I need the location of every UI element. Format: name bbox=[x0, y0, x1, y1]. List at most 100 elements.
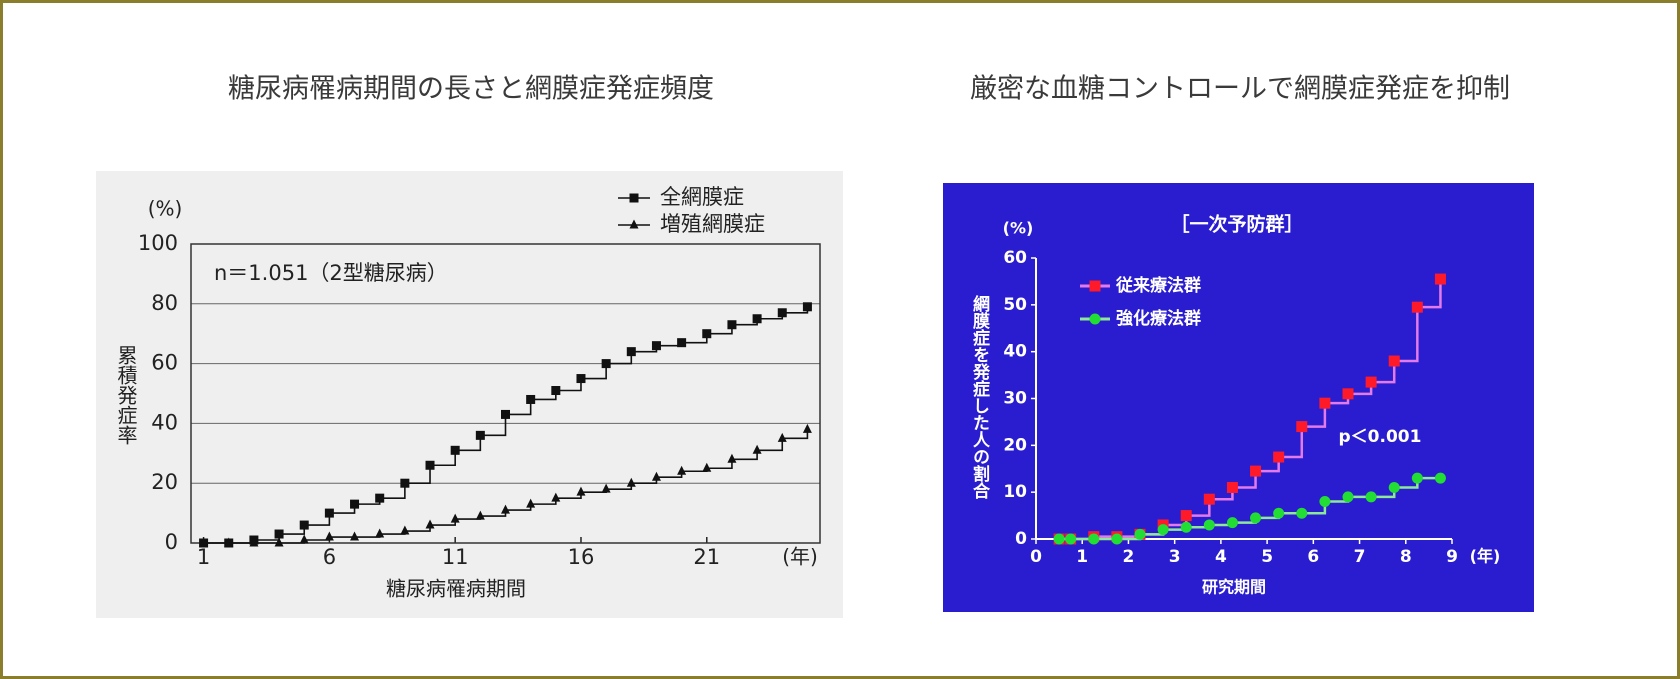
marker bbox=[626, 347, 636, 357]
marker bbox=[400, 525, 410, 535]
marker bbox=[1411, 301, 1423, 313]
step-segment bbox=[455, 435, 482, 452]
y-unit: (%) bbox=[1003, 219, 1034, 238]
step-segment bbox=[757, 438, 784, 452]
legend-label: 従来療法群 bbox=[1115, 275, 1201, 296]
x-tick-label: 16 bbox=[568, 545, 595, 569]
marker bbox=[651, 341, 661, 351]
marker bbox=[1434, 273, 1446, 285]
marker bbox=[551, 492, 561, 502]
x-axis-label: 糖尿病罹病期間 bbox=[386, 577, 526, 601]
marker bbox=[601, 483, 611, 493]
marker bbox=[802, 423, 812, 433]
marker bbox=[475, 510, 485, 520]
marker bbox=[1180, 521, 1192, 533]
marker bbox=[1180, 510, 1192, 522]
marker bbox=[526, 394, 536, 404]
x-tick-label: 2 bbox=[1123, 547, 1135, 567]
marker bbox=[626, 477, 636, 487]
legend-label: 強化療法群 bbox=[1116, 308, 1201, 329]
legend-marker bbox=[1089, 313, 1101, 325]
marker bbox=[1273, 507, 1285, 519]
chart: 厳密な血糖コントロールで網膜症発症を抑制 0 10 20 30 40 50 60 0 1 2 3 4 5 6… bbox=[943, 74, 1534, 612]
x-tick-label: 7 bbox=[1354, 547, 1366, 567]
marker bbox=[1065, 533, 1077, 545]
step-segment bbox=[1301, 403, 1327, 428]
marker bbox=[1296, 421, 1308, 433]
subtitle: ［一次予防群］ bbox=[1170, 213, 1303, 236]
marker bbox=[576, 374, 586, 384]
annotation: n＝1.051（2型糖尿病） bbox=[214, 261, 448, 285]
marker bbox=[1388, 481, 1400, 493]
marker bbox=[1273, 451, 1285, 463]
marker bbox=[501, 504, 510, 514]
marker bbox=[1365, 491, 1377, 503]
marker bbox=[677, 465, 687, 475]
marker bbox=[702, 462, 712, 472]
marker bbox=[1111, 533, 1123, 545]
legend-marker bbox=[629, 193, 639, 203]
x-tick-label: 5 bbox=[1261, 547, 1273, 567]
marker bbox=[1434, 472, 1446, 484]
marker bbox=[249, 537, 259, 547]
marker bbox=[375, 493, 385, 503]
marker bbox=[475, 430, 485, 440]
marker bbox=[576, 486, 586, 496]
y-tick-label: 30 bbox=[1003, 389, 1027, 409]
marker bbox=[727, 453, 737, 463]
legend-marker bbox=[1089, 280, 1101, 292]
annotation: p＜0.001 bbox=[1339, 427, 1422, 447]
step-segment bbox=[505, 399, 532, 416]
marker bbox=[1411, 472, 1423, 484]
x-tick-label: 3 bbox=[1169, 547, 1181, 567]
marker bbox=[400, 478, 410, 488]
y-tick-label: 0 bbox=[165, 530, 178, 554]
x-tick-label: 11 bbox=[442, 545, 469, 569]
plot-frame bbox=[190, 243, 821, 544]
marker bbox=[601, 359, 611, 369]
y-tick-label: 20 bbox=[151, 470, 178, 494]
step-segment bbox=[1394, 307, 1419, 363]
marker bbox=[1226, 481, 1238, 493]
marker bbox=[651, 471, 661, 481]
x-unit: (年) bbox=[782, 545, 818, 569]
marker bbox=[1203, 493, 1215, 505]
marker bbox=[727, 320, 737, 330]
marker bbox=[375, 528, 385, 538]
marker bbox=[1342, 491, 1354, 503]
marker bbox=[199, 537, 209, 547]
marker bbox=[526, 498, 536, 508]
x-tick-label: 21 bbox=[693, 545, 720, 569]
marker bbox=[777, 308, 787, 318]
y-tick-label: 40 bbox=[1003, 342, 1027, 362]
marker bbox=[802, 302, 812, 312]
marker bbox=[350, 499, 360, 509]
x-tick-label: 0 bbox=[1030, 547, 1042, 567]
marker bbox=[1088, 533, 1100, 545]
chart-background bbox=[943, 183, 1534, 612]
x-tick-label: 9 bbox=[1446, 547, 1458, 567]
step-segment bbox=[379, 483, 406, 499]
y-unit: (%) bbox=[148, 197, 183, 221]
y-tick-label: 100 bbox=[138, 231, 178, 255]
marker bbox=[324, 531, 334, 541]
x-tick-label: 6 bbox=[1307, 547, 1319, 567]
legend-label: 全網膜症 bbox=[660, 185, 744, 209]
marker bbox=[1319, 397, 1331, 409]
legend-label: 増殖網膜症 bbox=[660, 212, 765, 236]
marker bbox=[299, 534, 309, 544]
step-segment bbox=[1417, 279, 1442, 309]
step-segment bbox=[580, 363, 607, 380]
y-tick-label: 0 bbox=[1015, 529, 1027, 549]
marker bbox=[1134, 528, 1146, 540]
marker bbox=[1250, 512, 1262, 524]
x-tick-label: 8 bbox=[1400, 547, 1412, 567]
x-tick-label: 4 bbox=[1215, 547, 1227, 567]
marker bbox=[1203, 519, 1215, 531]
marker bbox=[1250, 465, 1262, 477]
y-tick-label: 50 bbox=[1003, 295, 1027, 315]
y-tick-label: 80 bbox=[151, 291, 178, 315]
step-segment bbox=[430, 450, 456, 467]
marker bbox=[1226, 517, 1238, 529]
